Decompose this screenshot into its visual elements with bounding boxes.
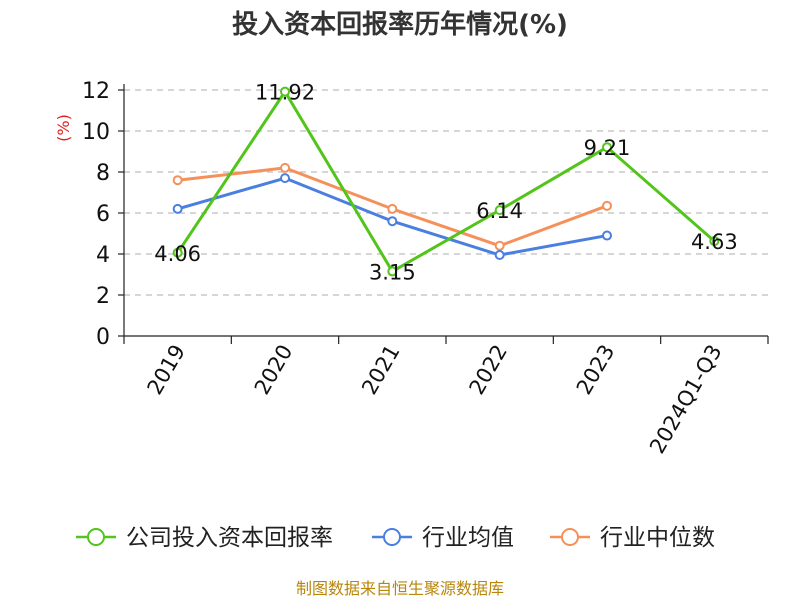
x-tick-labels: 2019 2020 2021 2022 2023 2024Q1-Q3	[142, 341, 726, 458]
x-tick-label: 2023	[572, 341, 620, 399]
data-point	[280, 86, 290, 97]
y-tick-label: 6	[96, 202, 110, 227]
x-tick-label: 2020	[250, 341, 298, 399]
source-note: 制图数据来自恒生聚源数据库	[296, 579, 504, 598]
data-point	[280, 173, 290, 184]
data-point	[172, 175, 183, 186]
data-point	[387, 216, 398, 227]
data-point	[602, 142, 612, 153]
data-label: 4.63	[691, 230, 738, 254]
data-point	[172, 203, 183, 214]
y-tick-label: 4	[96, 243, 110, 268]
series-group	[172, 86, 720, 277]
legend-label: 行业中位数	[600, 525, 715, 551]
data-point	[494, 240, 505, 251]
x-tick-label: 2024Q1-Q3	[645, 341, 727, 458]
legend-marker	[561, 528, 579, 546]
data-label: 6.14	[476, 199, 523, 223]
axes	[118, 84, 769, 344]
y-tick-labels: 0 2 4 6 8 10 12	[82, 79, 110, 350]
data-label: 9.21	[584, 136, 631, 160]
data-point	[280, 162, 290, 173]
x-tick-label: 2019	[142, 341, 190, 399]
y-tick-label: 2	[96, 284, 110, 309]
data-point	[709, 236, 720, 247]
data-label: 4.06	[154, 242, 201, 266]
y-tick-label: 0	[96, 325, 110, 350]
data-point	[494, 250, 505, 261]
y-axis-label: (%)	[54, 114, 73, 142]
x-tick-label: 2022	[464, 341, 512, 399]
y-tick-label: 10	[82, 120, 110, 145]
y-tick-label: 12	[82, 79, 110, 104]
data-point	[172, 247, 183, 258]
data-point	[602, 200, 612, 211]
x-tick-label: 2021	[357, 341, 405, 399]
y-tick-label: 8	[96, 161, 110, 186]
legend: 公司投入资本回报率 行业均值 行业中位数	[76, 525, 715, 551]
data-point	[387, 266, 398, 277]
data-label: 11.92	[255, 81, 315, 105]
series-line	[176, 90, 716, 273]
data-point	[387, 203, 398, 214]
legend-label: 公司投入资本回报率	[126, 525, 333, 551]
legend-marker	[383, 528, 401, 546]
data-label: 3.15	[369, 260, 416, 284]
legend-label: 行业均值	[422, 525, 514, 551]
legend-marker	[87, 528, 105, 546]
data-point	[602, 230, 612, 241]
chart-title: 投入资本回报率历年情况(%)	[232, 9, 568, 40]
data-labels: 4.06 11.92 3.15 6.14 9.21 4.63	[154, 81, 737, 285]
gridlines	[124, 89, 768, 296]
data-point	[494, 205, 505, 216]
